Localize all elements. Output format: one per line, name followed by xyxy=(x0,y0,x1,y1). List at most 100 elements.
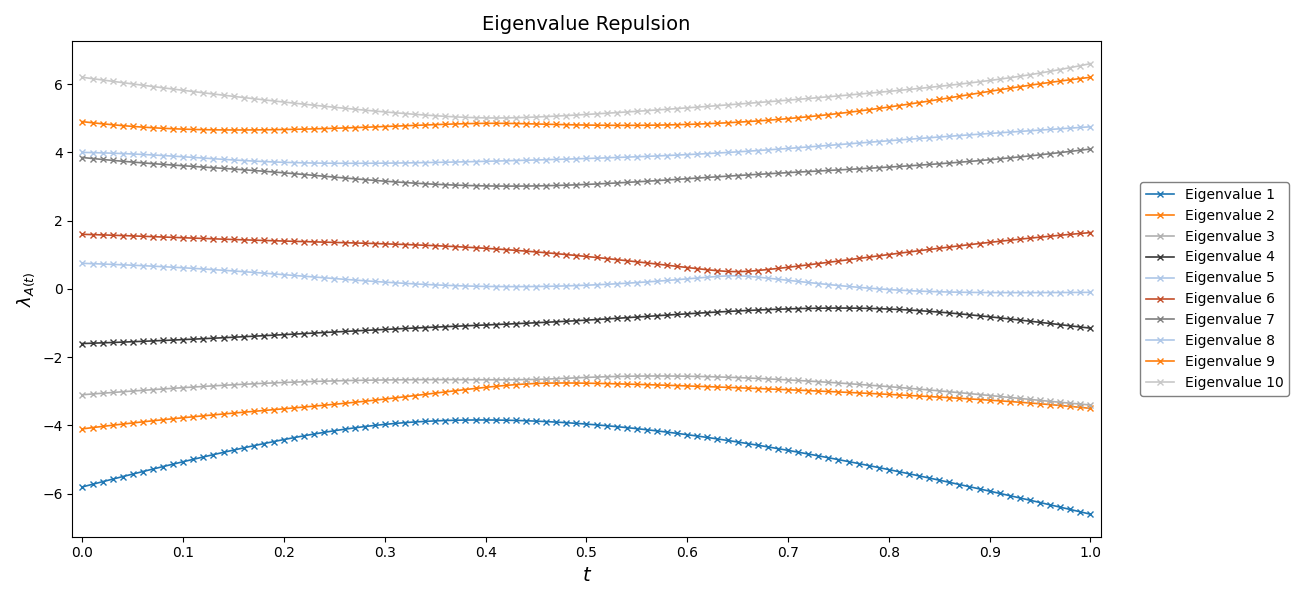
Eigenvalue 1 xyxy=(790,449,806,456)
Eigenvalue 7 xyxy=(74,154,90,161)
Eigenvalue 3 xyxy=(1083,401,1098,409)
Eigenvalue 9 xyxy=(226,127,242,134)
Eigenvalue 1 xyxy=(689,433,705,440)
Eigenvalue 8 xyxy=(1083,123,1098,130)
Eigenvalue 8 xyxy=(146,151,161,158)
Eigenvalue 7 xyxy=(841,166,857,173)
Eigenvalue 2 xyxy=(74,425,90,433)
Eigenvalue 7 xyxy=(326,173,342,181)
Eigenvalue 10 xyxy=(146,83,161,90)
Eigenvalue 5 xyxy=(780,277,796,284)
Eigenvalue 2 xyxy=(790,386,806,394)
Line: Eigenvalue 1: Eigenvalue 1 xyxy=(79,417,1093,517)
Eigenvalue 7 xyxy=(146,160,161,167)
Eigenvalue 10 xyxy=(74,74,90,81)
Title: Eigenvalue Repulsion: Eigenvalue Repulsion xyxy=(482,15,690,34)
Line: Eigenvalue 4: Eigenvalue 4 xyxy=(79,305,1093,346)
Eigenvalue 3 xyxy=(689,373,705,380)
Eigenvalue 10 xyxy=(689,104,705,111)
Eigenvalue 5 xyxy=(1083,289,1098,296)
Eigenvalue 6 xyxy=(146,233,161,240)
Eigenvalue 2 xyxy=(1083,405,1098,412)
Eigenvalue 3 xyxy=(538,376,554,383)
Line: Eigenvalue 2: Eigenvalue 2 xyxy=(79,380,1093,431)
Line: Eigenvalue 5: Eigenvalue 5 xyxy=(79,260,1093,295)
Eigenvalue 1 xyxy=(478,416,494,424)
Eigenvalue 4 xyxy=(74,340,90,347)
Eigenvalue 9 xyxy=(689,121,705,128)
Y-axis label: $\lambda_{A(t)}$: $\lambda_{A(t)}$ xyxy=(16,271,36,307)
Eigenvalue 2 xyxy=(841,389,857,396)
Eigenvalue 5 xyxy=(326,275,342,282)
Eigenvalue 4 xyxy=(146,337,161,344)
Eigenvalue 10 xyxy=(790,96,806,103)
Line: Eigenvalue 9: Eigenvalue 9 xyxy=(79,74,1093,133)
Eigenvalue 5 xyxy=(146,263,161,270)
Eigenvalue 9 xyxy=(549,121,564,128)
Eigenvalue 4 xyxy=(841,304,857,311)
Eigenvalue 5 xyxy=(680,275,696,283)
Eigenvalue 9 xyxy=(841,109,857,116)
Eigenvalue 1 xyxy=(326,427,342,434)
Eigenvalue 3 xyxy=(74,391,90,398)
Eigenvalue 9 xyxy=(337,124,352,131)
Eigenvalue 4 xyxy=(326,328,342,335)
Eigenvalue 4 xyxy=(538,319,554,326)
Eigenvalue 6 xyxy=(1083,229,1098,236)
Eigenvalue 8 xyxy=(549,156,564,163)
Eigenvalue 8 xyxy=(689,151,705,158)
X-axis label: t: t xyxy=(582,566,590,585)
Eigenvalue 9 xyxy=(790,114,806,121)
Eigenvalue 8 xyxy=(347,160,363,167)
Eigenvalue 10 xyxy=(326,104,342,111)
Line: Eigenvalue 6: Eigenvalue 6 xyxy=(79,230,1093,274)
Eigenvalue 4 xyxy=(780,305,796,313)
Legend: Eigenvalue 1, Eigenvalue 2, Eigenvalue 3, Eigenvalue 4, Eigenvalue 5, Eigenvalue: Eigenvalue 1, Eigenvalue 2, Eigenvalue 3… xyxy=(1140,182,1288,396)
Eigenvalue 3 xyxy=(841,380,857,387)
Eigenvalue 6 xyxy=(538,249,554,256)
Eigenvalue 6 xyxy=(841,256,857,263)
Eigenvalue 7 xyxy=(790,169,806,176)
Eigenvalue 2 xyxy=(559,379,575,386)
Eigenvalue 7 xyxy=(549,182,564,189)
Eigenvalue 7 xyxy=(508,182,524,190)
Line: Eigenvalue 7: Eigenvalue 7 xyxy=(79,146,1093,189)
Eigenvalue 2 xyxy=(689,383,705,390)
Eigenvalue 10 xyxy=(549,112,564,119)
Eigenvalue 5 xyxy=(1013,289,1028,296)
Eigenvalue 6 xyxy=(326,239,342,246)
Eigenvalue 1 xyxy=(74,483,90,490)
Eigenvalue 10 xyxy=(1083,60,1098,67)
Eigenvalue 6 xyxy=(680,264,696,271)
Eigenvalue 3 xyxy=(326,377,342,385)
Eigenvalue 3 xyxy=(790,377,806,384)
Eigenvalue 2 xyxy=(326,401,342,408)
Eigenvalue 4 xyxy=(680,310,696,317)
Eigenvalue 2 xyxy=(538,380,554,387)
Eigenvalue 3 xyxy=(649,373,664,380)
Eigenvalue 6 xyxy=(729,268,745,275)
Eigenvalue 5 xyxy=(831,282,846,289)
Line: Eigenvalue 3: Eigenvalue 3 xyxy=(79,373,1093,408)
Eigenvalue 1 xyxy=(549,419,564,426)
Eigenvalue 4 xyxy=(831,304,846,311)
Eigenvalue 6 xyxy=(74,231,90,238)
Eigenvalue 5 xyxy=(74,260,90,267)
Eigenvalue 9 xyxy=(74,118,90,125)
Eigenvalue 4 xyxy=(1083,325,1098,332)
Eigenvalue 8 xyxy=(841,140,857,148)
Eigenvalue 7 xyxy=(689,175,705,182)
Eigenvalue 5 xyxy=(538,283,554,290)
Eigenvalue 1 xyxy=(1083,511,1098,518)
Eigenvalue 3 xyxy=(146,386,161,393)
Eigenvalue 9 xyxy=(1083,74,1098,81)
Eigenvalue 9 xyxy=(146,124,161,131)
Eigenvalue 2 xyxy=(146,417,161,424)
Eigenvalue 8 xyxy=(74,149,90,156)
Eigenvalue 8 xyxy=(326,160,342,167)
Eigenvalue 1 xyxy=(146,466,161,473)
Eigenvalue 6 xyxy=(790,262,806,269)
Line: Eigenvalue 10: Eigenvalue 10 xyxy=(79,61,1093,121)
Eigenvalue 10 xyxy=(841,91,857,98)
Line: Eigenvalue 8: Eigenvalue 8 xyxy=(79,124,1093,166)
